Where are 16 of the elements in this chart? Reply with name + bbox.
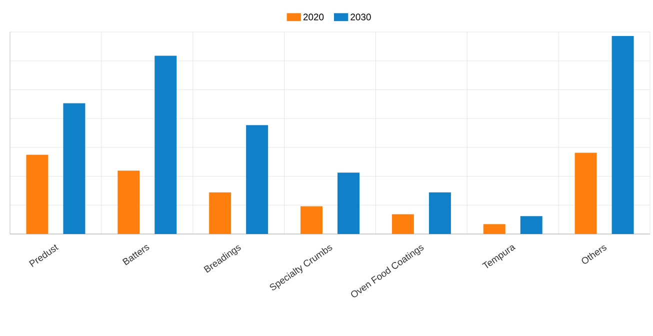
bar [574,152,597,234]
bar [209,192,232,234]
bar [483,224,506,234]
bar [300,206,323,234]
bar [246,125,268,234]
bar [338,172,360,234]
bar [154,56,177,234]
bar [392,214,414,234]
bar [428,192,451,234]
bar [118,170,140,234]
bar [520,216,542,234]
legend-label: 2020 [303,14,324,20]
legend-label: 2030 [350,14,371,20]
bar [612,36,634,234]
bar [26,154,48,234]
bar [63,103,86,234]
